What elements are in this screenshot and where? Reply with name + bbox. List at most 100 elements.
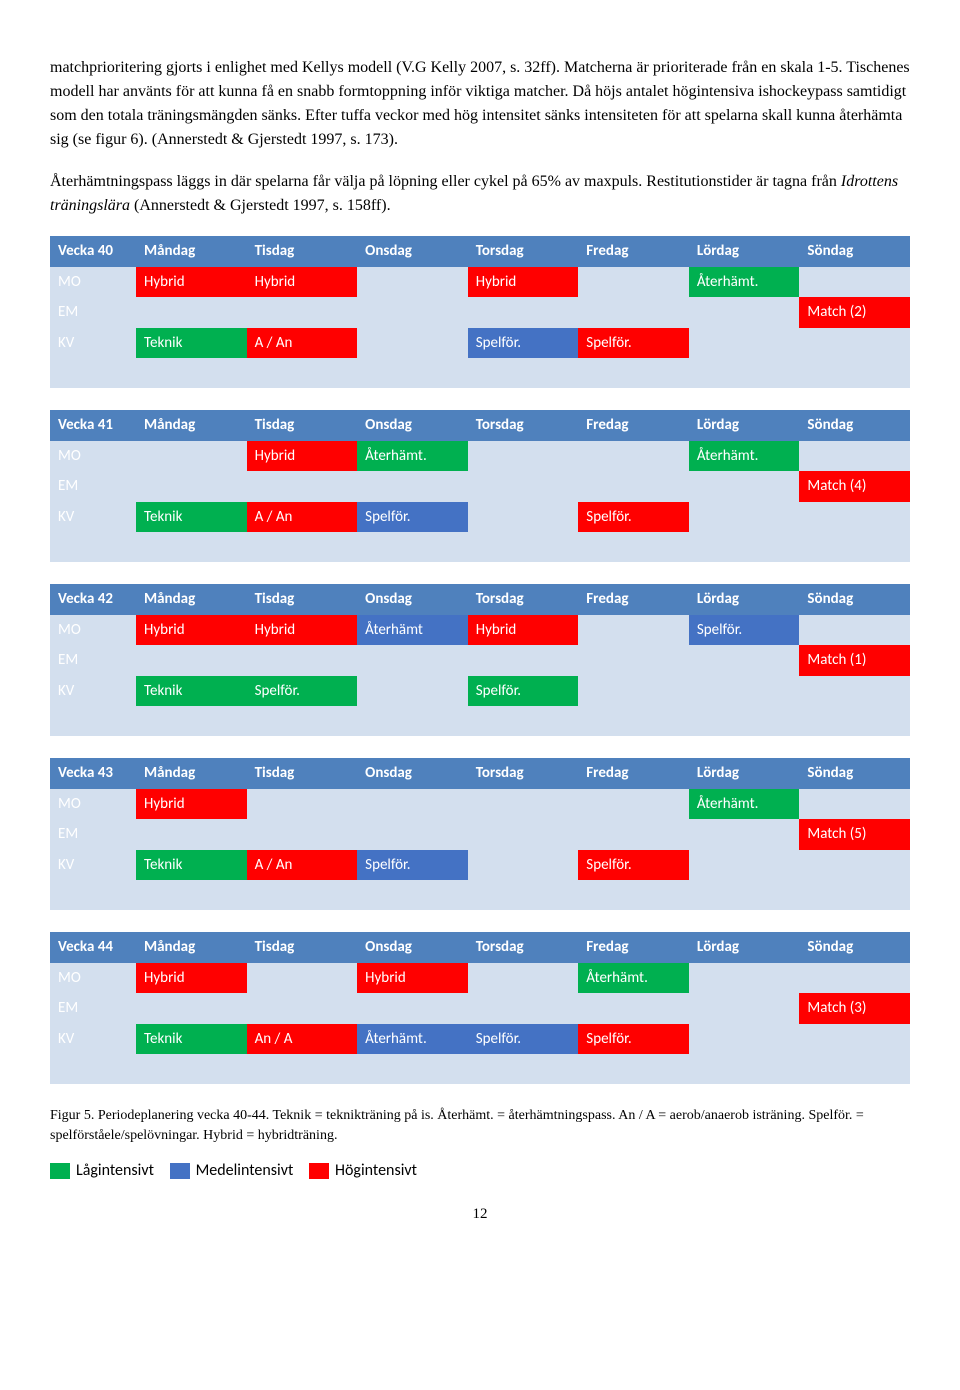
cell (357, 328, 468, 359)
cell: Hybrid (247, 267, 358, 298)
cell (468, 441, 579, 472)
day-header: Fredag (578, 410, 689, 441)
row-label: EM (50, 993, 136, 1024)
cell: Återhämt. (357, 441, 468, 472)
empty-cell (468, 1054, 579, 1084)
cell: Spelför. (689, 615, 800, 646)
day-header: Måndag (136, 758, 247, 789)
cell (357, 297, 468, 328)
empty-cell (799, 880, 910, 910)
empty-cell (578, 880, 689, 910)
cell: An / A (247, 1024, 358, 1055)
cell (468, 297, 579, 328)
row-label: KV (50, 1024, 136, 1055)
cell (468, 789, 579, 820)
cell: Teknik (136, 502, 247, 533)
cell: Spelför. (578, 850, 689, 881)
empty-cell (799, 1054, 910, 1084)
cell (247, 789, 358, 820)
cell (799, 789, 910, 820)
empty-cell (50, 358, 136, 388)
empty-cell (247, 1054, 358, 1084)
empty-cell (136, 358, 247, 388)
cell: Hybrid (136, 789, 247, 820)
cell: Återhämt. (578, 963, 689, 994)
legend-high: Högintensivt (335, 1161, 417, 1180)
row-label: MO (50, 789, 136, 820)
cell: Teknik (136, 1024, 247, 1055)
day-header: Lördag (689, 932, 800, 963)
cell (799, 1024, 910, 1055)
day-header: Tisdag (247, 932, 358, 963)
weekly-tables: Vecka 40MåndagTisdagOnsdagTorsdagFredagL… (50, 236, 910, 1084)
cell: Spelför. (468, 1024, 579, 1055)
empty-cell (50, 880, 136, 910)
cell (689, 471, 800, 502)
cell (468, 502, 579, 533)
cell: Spelför. (468, 328, 579, 359)
week-title: Vecka 44 (50, 932, 136, 963)
day-header: Fredag (578, 758, 689, 789)
empty-cell (689, 706, 800, 736)
cell: Hybrid (468, 267, 579, 298)
cell (357, 676, 468, 707)
cell (136, 441, 247, 472)
cell (357, 267, 468, 298)
day-header: Lördag (689, 758, 800, 789)
day-header: Torsdag (468, 932, 579, 963)
page-number: 12 (50, 1203, 910, 1226)
day-header: Fredag (578, 932, 689, 963)
week-title: Vecka 42 (50, 584, 136, 615)
row-label: EM (50, 471, 136, 502)
empty-cell (357, 1054, 468, 1084)
empty-cell (247, 706, 358, 736)
row-label: MO (50, 441, 136, 472)
cell: Spelför. (468, 676, 579, 707)
cell (799, 267, 910, 298)
row-label: EM (50, 297, 136, 328)
cell (247, 819, 358, 850)
empty-cell (50, 532, 136, 562)
cell (468, 850, 579, 881)
swatch-high-icon (309, 1163, 329, 1179)
empty-cell (247, 880, 358, 910)
empty-cell (357, 532, 468, 562)
day-header: Söndag (799, 410, 910, 441)
empty-cell (357, 358, 468, 388)
cell (578, 676, 689, 707)
day-header: Måndag (136, 932, 247, 963)
cell (468, 645, 579, 676)
day-header: Torsdag (468, 236, 579, 267)
cell (357, 789, 468, 820)
week-title: Vecka 43 (50, 758, 136, 789)
cell (136, 297, 247, 328)
day-header: Fredag (578, 584, 689, 615)
empty-cell (136, 532, 247, 562)
empty-cell (689, 880, 800, 910)
week-table-1: Vecka 41MåndagTisdagOnsdagTorsdagFredagL… (50, 410, 910, 562)
row-label: KV (50, 328, 136, 359)
cell (136, 471, 247, 502)
cell: Match (2) (799, 297, 910, 328)
empty-cell (247, 532, 358, 562)
cell (799, 850, 910, 881)
empty-cell (799, 358, 910, 388)
cell (689, 993, 800, 1024)
day-header: Onsdag (357, 410, 468, 441)
cell (578, 645, 689, 676)
cell: Spelför. (357, 850, 468, 881)
row-label: KV (50, 850, 136, 881)
cell (578, 615, 689, 646)
day-header: Måndag (136, 584, 247, 615)
day-header: Onsdag (357, 584, 468, 615)
day-header: Fredag (578, 236, 689, 267)
empty-cell (578, 1054, 689, 1084)
day-header: Söndag (799, 758, 910, 789)
cell: Hybrid (136, 963, 247, 994)
cell (578, 993, 689, 1024)
day-header: Söndag (799, 236, 910, 267)
day-header: Tisdag (247, 410, 358, 441)
empty-cell (136, 706, 247, 736)
empty-cell (689, 1054, 800, 1084)
cell: Spelför. (578, 502, 689, 533)
